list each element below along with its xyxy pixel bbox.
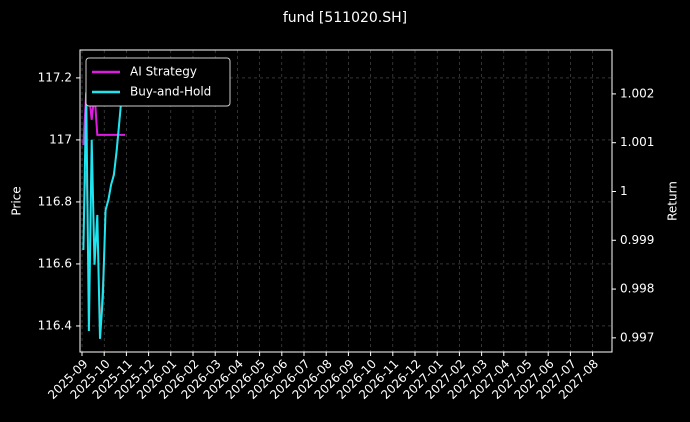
y2-tick-label: 0.998 bbox=[620, 282, 654, 296]
chart-title: fund [511020.SH] bbox=[283, 10, 407, 26]
y-axis-label: Price bbox=[10, 186, 24, 215]
y2-tick-label: 0.999 bbox=[620, 233, 654, 247]
legend-box bbox=[85, 57, 231, 107]
y2-tick-label: 0.997 bbox=[620, 330, 654, 344]
y2-tick-label: 1.002 bbox=[620, 86, 654, 100]
series-line bbox=[82, 64, 126, 339]
legend-label: AI Strategy bbox=[130, 65, 197, 79]
y-tick-label: 116.4 bbox=[38, 318, 72, 332]
plot-frame bbox=[79, 49, 613, 353]
legend-label: Buy-and-Hold bbox=[130, 85, 211, 99]
y2-tick-label: 1.001 bbox=[620, 135, 654, 149]
y-tick-label: 116.6 bbox=[38, 256, 72, 270]
y-tick-label: 117 bbox=[49, 132, 72, 146]
y2-axis-label: Return bbox=[666, 181, 680, 221]
y2-tick-label: 1 bbox=[620, 184, 628, 198]
y-tick-label: 116.8 bbox=[38, 194, 72, 208]
y-tick-label: 117.2 bbox=[38, 70, 72, 84]
